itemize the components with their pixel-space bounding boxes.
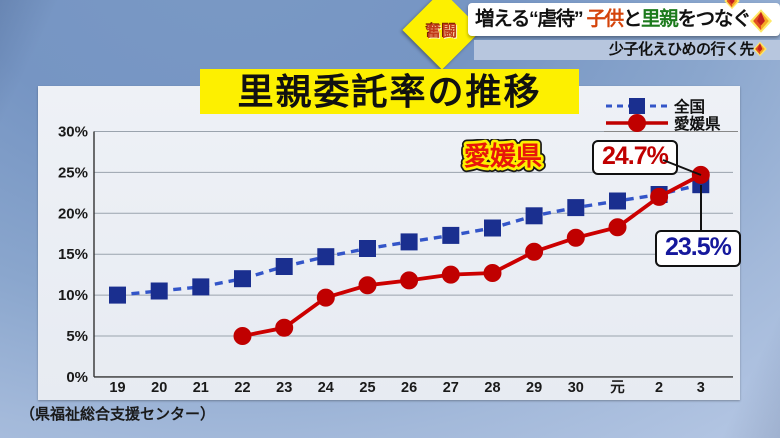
svg-text:20%: 20% [58, 205, 88, 222]
svg-text:30%: 30% [58, 124, 88, 141]
svg-text:10%: 10% [58, 287, 88, 304]
svg-text:愛媛県: 愛媛県 [464, 141, 542, 171]
svg-text:元: 元 [610, 379, 625, 396]
svg-text:25%: 25% [58, 164, 88, 181]
svg-text:20: 20 [151, 380, 167, 396]
svg-text:19: 19 [109, 380, 125, 396]
svg-text:29: 29 [526, 380, 542, 396]
svg-text:3: 3 [697, 380, 705, 396]
svg-text:27: 27 [443, 380, 459, 396]
svg-text:24: 24 [318, 380, 334, 396]
svg-text:5%: 5% [66, 328, 88, 345]
svg-text:0%: 0% [66, 369, 88, 386]
svg-text:26: 26 [401, 380, 417, 396]
svg-text:2: 2 [655, 380, 663, 396]
svg-text:21: 21 [193, 380, 209, 396]
svg-text:30: 30 [568, 380, 584, 396]
svg-text:22: 22 [234, 380, 250, 396]
svg-text:15%: 15% [58, 246, 88, 263]
svg-text:28: 28 [484, 380, 500, 396]
svg-text:23: 23 [276, 380, 292, 396]
svg-text:25: 25 [359, 380, 375, 396]
